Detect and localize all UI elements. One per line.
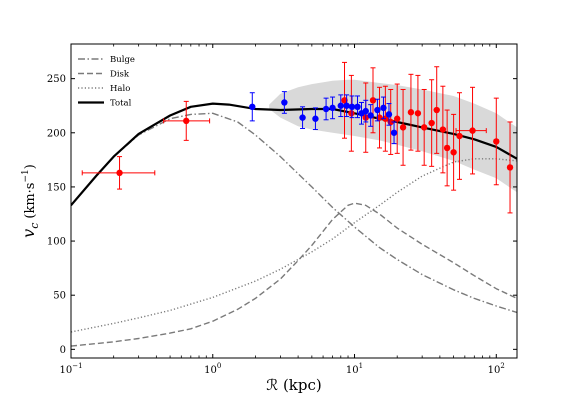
- red-point-10: [399, 124, 407, 131]
- y-tick-label-3: 150: [47, 182, 66, 193]
- red-point-0: [116, 169, 123, 177]
- x-tick-exp-3: 2: [500, 362, 504, 370]
- y-label-unit: (km·s: [23, 183, 38, 219]
- series-line-halo: [71, 158, 517, 333]
- y-label-exponent: −1: [21, 169, 31, 182]
- y-tick-label-4: 200: [47, 128, 66, 139]
- legend-label-disk: Disk: [110, 70, 130, 80]
- blue-point-1: [281, 99, 288, 106]
- y-tick-label-2: 100: [47, 237, 66, 248]
- legend: Bulge Disk Halo Total: [78, 55, 135, 109]
- x-axis-label: ℛ (kpc): [266, 376, 322, 394]
- blue-point-13: [374, 106, 381, 114]
- x-tick-exp-2: 1: [359, 362, 363, 370]
- red-point-2: [341, 97, 348, 104]
- series-line-disk: [71, 202, 517, 347]
- blue-point-3: [312, 115, 319, 122]
- blue-point-12: [367, 112, 374, 119]
- legend-label-bulge: Bulge: [110, 55, 135, 65]
- points-layer: [81, 61, 514, 214]
- x-tick-base-1: 10: [204, 365, 217, 376]
- x-tick-exp-1: 0: [217, 362, 221, 370]
- x-tick-label-3: 102: [488, 362, 505, 376]
- blue-point-7: [343, 102, 350, 109]
- blue-point-14: [380, 104, 387, 112]
- y-label-symbol: v: [19, 229, 38, 238]
- lines-layer: [71, 102, 517, 347]
- red-point-16: [439, 126, 447, 133]
- red-point-1: [183, 117, 190, 125]
- x-tick-base-0: 10: [59, 365, 72, 376]
- x-tick-label-0: 10−1: [59, 362, 82, 376]
- legend-label-halo: Halo: [110, 84, 130, 94]
- blue-point-4: [322, 105, 330, 113]
- blue-point-11: [362, 107, 369, 115]
- plot-frame: [70, 43, 518, 359]
- red-point-11: [407, 109, 415, 116]
- series-line-bulge: [71, 112, 517, 314]
- red-point-12: [414, 110, 422, 117]
- y-tick-label-0: 0: [60, 345, 66, 356]
- red-point-21: [493, 138, 500, 145]
- y-axis-label: vc (km·s−1): [19, 164, 41, 238]
- red-point-13: [420, 124, 428, 131]
- x-tick-base-2: 10: [346, 365, 359, 376]
- red-point-3: [348, 110, 355, 117]
- red-point-22: [506, 164, 514, 171]
- blue-point-16: [390, 129, 398, 136]
- red-point-5: [369, 97, 377, 104]
- blue-point-8: [348, 103, 356, 111]
- blue-point-15: [385, 111, 393, 118]
- x-tick-label-2: 101: [346, 362, 363, 376]
- red-point-15: [433, 106, 440, 114]
- y-label-subscript: c: [28, 223, 41, 229]
- red-point-18: [450, 149, 457, 156]
- y-tick-label-5: 250: [47, 74, 66, 85]
- blue-point-5: [329, 104, 336, 112]
- blue-point-6: [337, 102, 344, 109]
- blue-point-0: [249, 103, 256, 111]
- red-point-14: [428, 119, 435, 127]
- blue-point-2: [299, 114, 306, 121]
- red-point-20: [469, 127, 476, 134]
- y-tick-label-1: 50: [53, 291, 66, 302]
- series-line-total: [71, 102, 517, 207]
- y-label-close: ): [23, 164, 38, 169]
- blue-point-9: [354, 103, 361, 111]
- x-tick-base-3: 10: [488, 365, 501, 376]
- red-point-19: [456, 132, 463, 140]
- legend-label-total: Total: [110, 99, 132, 109]
- x-tick-exp-0: −1: [72, 362, 82, 370]
- red-point-9: [393, 115, 401, 122]
- red-point-17: [443, 144, 451, 152]
- x-tick-label-1: 100: [204, 362, 221, 376]
